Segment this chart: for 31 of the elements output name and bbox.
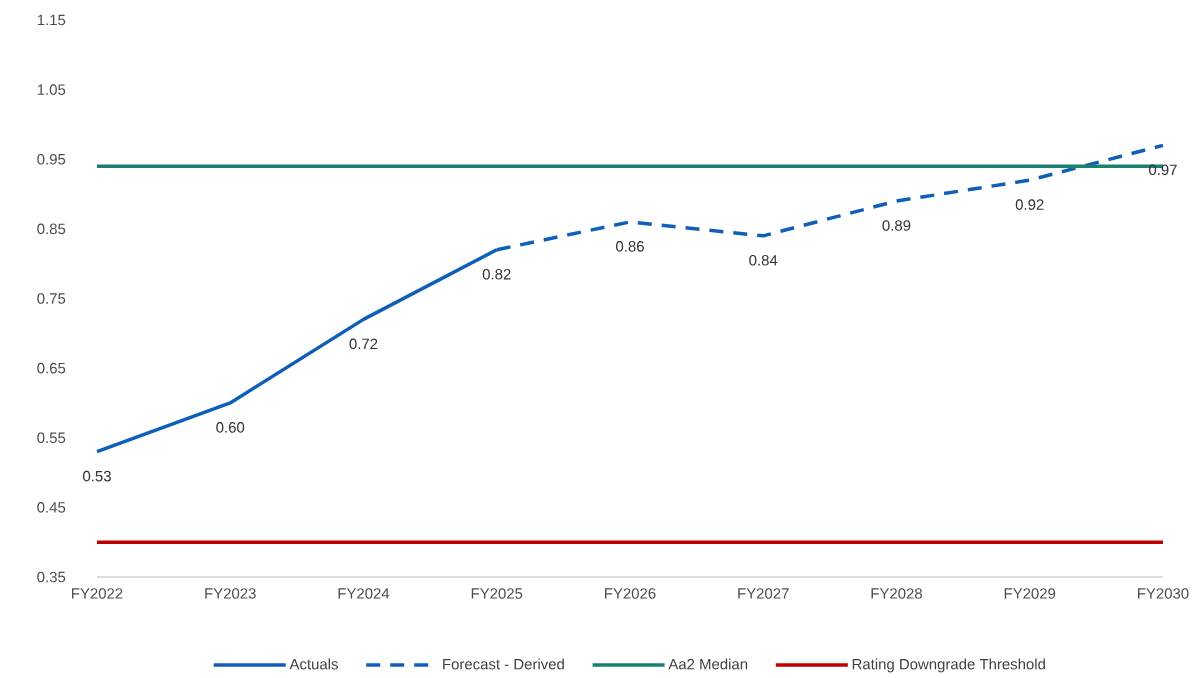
data-label: 0.60	[216, 422, 245, 433]
legend-label: Rating Downgrade Threshold	[852, 658, 1045, 673]
data-label: 0.92	[1015, 199, 1044, 210]
data-label: 0.97	[1149, 164, 1177, 176]
x-tick-label: FY2025	[471, 588, 523, 599]
data-label: 0.82	[482, 268, 511, 280]
x-tick-label: FY2027	[738, 588, 789, 599]
x-tick-label: FY2024	[338, 588, 390, 599]
y-tick-label: 0.95	[37, 153, 66, 165]
data-label: 0.53	[83, 470, 111, 482]
y-tick-label: 0.45	[37, 502, 66, 513]
legend-label: Forecast - Derived	[443, 658, 564, 670]
y-tick-label: 0.55	[37, 432, 66, 444]
legend-label: Actuals	[289, 658, 338, 670]
x-tick-label: FY2023	[205, 588, 256, 599]
x-tick-label: FY2022	[72, 588, 123, 599]
data-label: 0.86	[616, 241, 644, 252]
data-label: 0.84	[749, 255, 778, 266]
x-tick-label: FY2026	[605, 588, 656, 599]
y-tick-label: 1.05	[37, 84, 66, 95]
y-tick-label: 0.35	[37, 571, 66, 583]
data-label: 0.89	[882, 220, 911, 231]
x-tick-label: FY2030	[1138, 588, 1189, 599]
legend-label: Aa2 Median	[668, 658, 748, 670]
x-tick-label: FY2029	[1004, 588, 1056, 599]
x-tick-label: FY2028	[871, 588, 922, 599]
y-tick-label: 1.15	[37, 14, 66, 26]
y-tick-label: 0.75	[37, 293, 66, 304]
y-tick-label: 0.85	[37, 223, 66, 235]
y-tick-label: 0.65	[37, 362, 66, 374]
data-label: 0.72	[349, 338, 378, 350]
